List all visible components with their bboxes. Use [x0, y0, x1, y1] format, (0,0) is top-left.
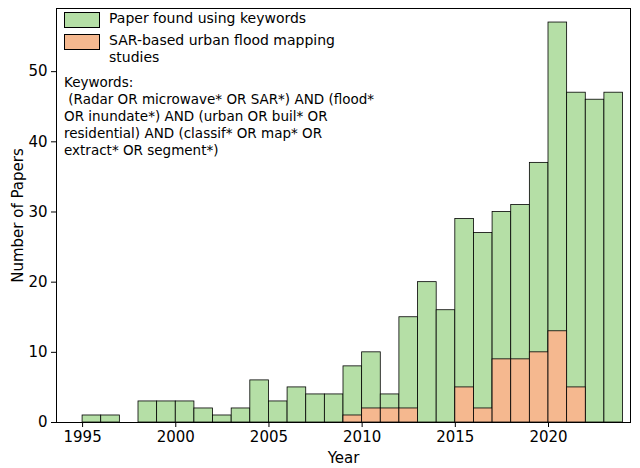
html-text:Keywords: (Radar OR microwave*: Keywords: (Radar OR microwave* OR SAR*) … — [64, 74, 375, 158]
svg-text:Number of Papers: Number of Papers — [9, 148, 27, 283]
svg-text:2005: 2005 — [250, 428, 288, 446]
svg-text:2000: 2000 — [157, 428, 195, 446]
html-text:Paper found using keywords: Paper found using keywords — [109, 10, 307, 26]
svg-text:2015: 2015 — [436, 428, 474, 446]
html-text:SAR-based urban flood mapping: SAR-based urban flood mapping studies — [109, 32, 335, 65]
svg-text:1995: 1995 — [63, 428, 101, 446]
svg-text:0: 0 — [38, 413, 48, 431]
svg-text:20: 20 — [28, 273, 47, 291]
svg-text:2010: 2010 — [343, 428, 381, 446]
svg-text:2020: 2020 — [529, 428, 567, 446]
svg-text:30: 30 — [28, 203, 47, 221]
svg-text:50: 50 — [28, 62, 47, 80]
svg-text:Year: Year — [327, 449, 361, 467]
svg-text:40: 40 — [28, 133, 47, 151]
svg-text:10: 10 — [28, 343, 47, 361]
